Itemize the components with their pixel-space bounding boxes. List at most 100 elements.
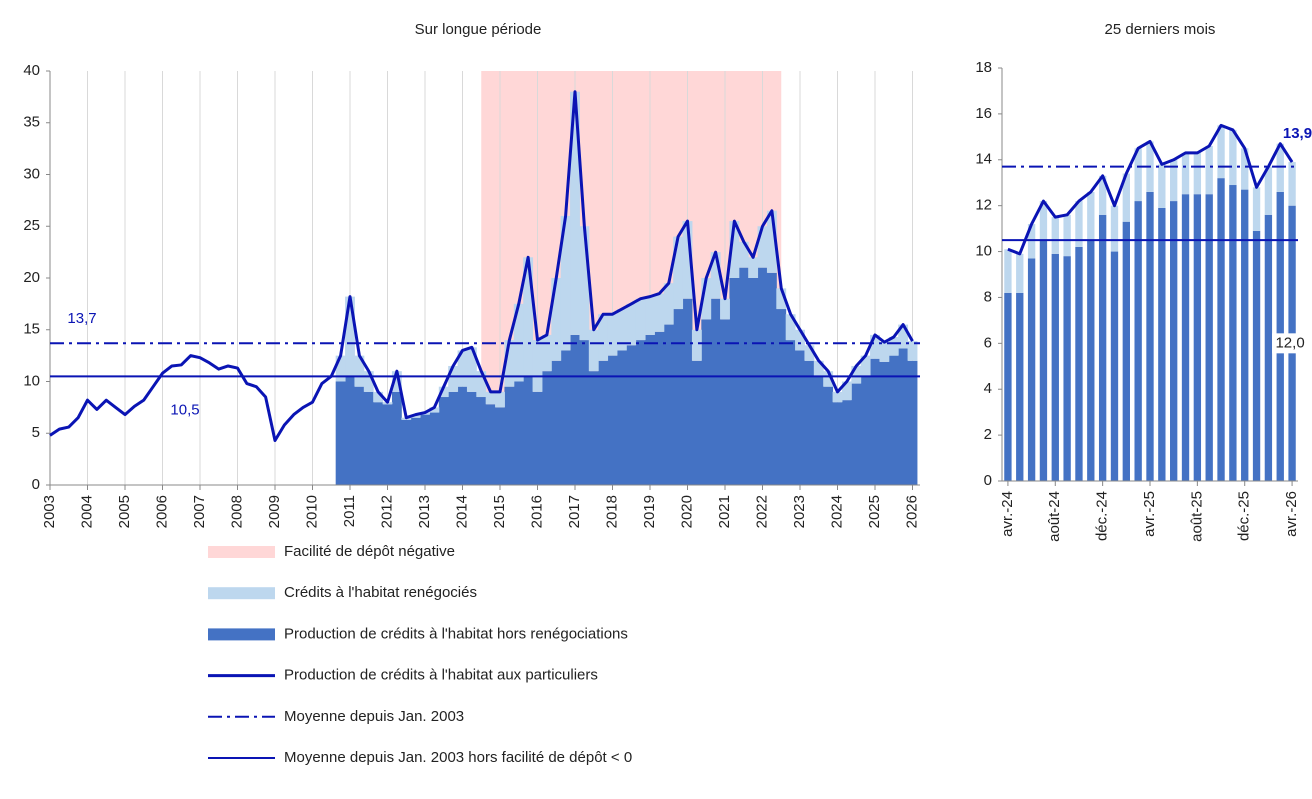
bar bbox=[523, 257, 534, 377]
bar bbox=[1170, 201, 1178, 482]
bar bbox=[1252, 187, 1261, 231]
bar bbox=[710, 252, 721, 299]
y-tick-label: 25 bbox=[23, 217, 40, 234]
bar bbox=[616, 309, 627, 351]
bar bbox=[373, 402, 384, 485]
bar bbox=[1181, 152, 1190, 195]
bar bbox=[448, 391, 459, 485]
x-tick-label: 2022 bbox=[753, 495, 770, 528]
bar bbox=[851, 383, 862, 485]
bar bbox=[626, 303, 637, 346]
bar bbox=[1229, 129, 1237, 186]
bar bbox=[429, 407, 440, 413]
x-tick-label: 2023 bbox=[791, 495, 808, 528]
bar bbox=[710, 298, 721, 485]
bar bbox=[335, 381, 346, 485]
bar bbox=[813, 360, 824, 377]
bar bbox=[1276, 143, 1284, 192]
bar bbox=[1205, 146, 1213, 195]
chart-title: 25 derniers mois bbox=[1105, 21, 1216, 38]
bar bbox=[813, 376, 824, 485]
bar bbox=[1075, 246, 1083, 481]
bar bbox=[1063, 214, 1071, 257]
bar bbox=[438, 386, 449, 398]
bar bbox=[1193, 194, 1202, 481]
x-tick-label: déc.-24 bbox=[1094, 491, 1111, 541]
bar bbox=[354, 386, 365, 485]
y-tick-label: 15 bbox=[23, 321, 40, 338]
bar bbox=[457, 386, 468, 485]
bar bbox=[1181, 194, 1190, 481]
x-tick-label: 2026 bbox=[903, 495, 920, 528]
bar bbox=[645, 334, 655, 485]
bar bbox=[410, 417, 421, 485]
y-tick-label: 35 bbox=[23, 114, 40, 131]
bar bbox=[579, 340, 590, 485]
bar bbox=[345, 376, 355, 485]
bar bbox=[1063, 256, 1071, 481]
x-tick-label: avr.-24 bbox=[999, 491, 1016, 537]
bar bbox=[551, 278, 562, 361]
bar bbox=[1158, 207, 1166, 481]
bar bbox=[1051, 253, 1059, 481]
x-tick-label: 2008 bbox=[228, 495, 245, 528]
bar bbox=[795, 329, 805, 351]
y-tick-label: 8 bbox=[984, 288, 992, 305]
x-tick-label: 2007 bbox=[191, 495, 208, 528]
bar bbox=[823, 386, 834, 485]
bar bbox=[1205, 194, 1213, 481]
bar bbox=[1229, 185, 1237, 481]
x-tick-label: 2004 bbox=[78, 495, 95, 528]
y-tick-label: 20 bbox=[23, 269, 40, 286]
y-tick-label: 30 bbox=[23, 165, 40, 182]
bar bbox=[1039, 240, 1048, 481]
bar bbox=[851, 365, 862, 384]
bar bbox=[598, 360, 609, 485]
bar bbox=[1016, 292, 1024, 481]
x-tick-label: 2014 bbox=[453, 495, 470, 528]
bar bbox=[532, 340, 543, 392]
bar bbox=[579, 226, 590, 341]
bar bbox=[1087, 240, 1095, 481]
x-tick-label: 2024 bbox=[828, 495, 845, 528]
bar bbox=[1241, 148, 1249, 190]
y-tick-label: 5 bbox=[32, 424, 40, 441]
bar bbox=[1288, 162, 1296, 206]
x-tick-label: 2009 bbox=[266, 495, 283, 528]
bar bbox=[654, 331, 665, 485]
bar bbox=[1193, 152, 1202, 195]
data-label: 13,9 bbox=[1283, 125, 1312, 142]
bar bbox=[1098, 214, 1107, 481]
legend-label: Production de crédits à l'habitat hors r… bbox=[284, 625, 628, 642]
x-tick-label: 2011 bbox=[341, 495, 358, 527]
bar bbox=[757, 226, 768, 268]
y-tick-label: 4 bbox=[984, 380, 992, 397]
bar bbox=[738, 241, 749, 268]
legend-label: Moyenne depuis Jan. 2003 bbox=[284, 708, 464, 725]
bar bbox=[701, 278, 712, 320]
bar bbox=[841, 381, 852, 401]
bar bbox=[570, 334, 580, 485]
bar bbox=[748, 278, 759, 485]
bar bbox=[785, 314, 796, 341]
bar bbox=[335, 355, 346, 382]
bar bbox=[1264, 214, 1273, 481]
bar bbox=[448, 365, 459, 392]
y-tick-label: 40 bbox=[23, 62, 40, 79]
bar bbox=[485, 391, 496, 405]
bar bbox=[551, 360, 562, 485]
bar bbox=[879, 342, 890, 362]
bar bbox=[776, 309, 787, 485]
bar bbox=[766, 272, 777, 485]
bar bbox=[607, 314, 618, 356]
bar bbox=[776, 288, 787, 310]
bar bbox=[1158, 164, 1166, 208]
bar bbox=[1241, 189, 1249, 481]
x-tick-label: 2020 bbox=[678, 495, 695, 528]
line bbox=[1007, 123, 1294, 256]
bar bbox=[1110, 251, 1119, 481]
y-tick-label: 0 bbox=[32, 476, 40, 493]
bar bbox=[1004, 292, 1012, 481]
bar bbox=[898, 324, 909, 349]
bar bbox=[1264, 166, 1273, 215]
